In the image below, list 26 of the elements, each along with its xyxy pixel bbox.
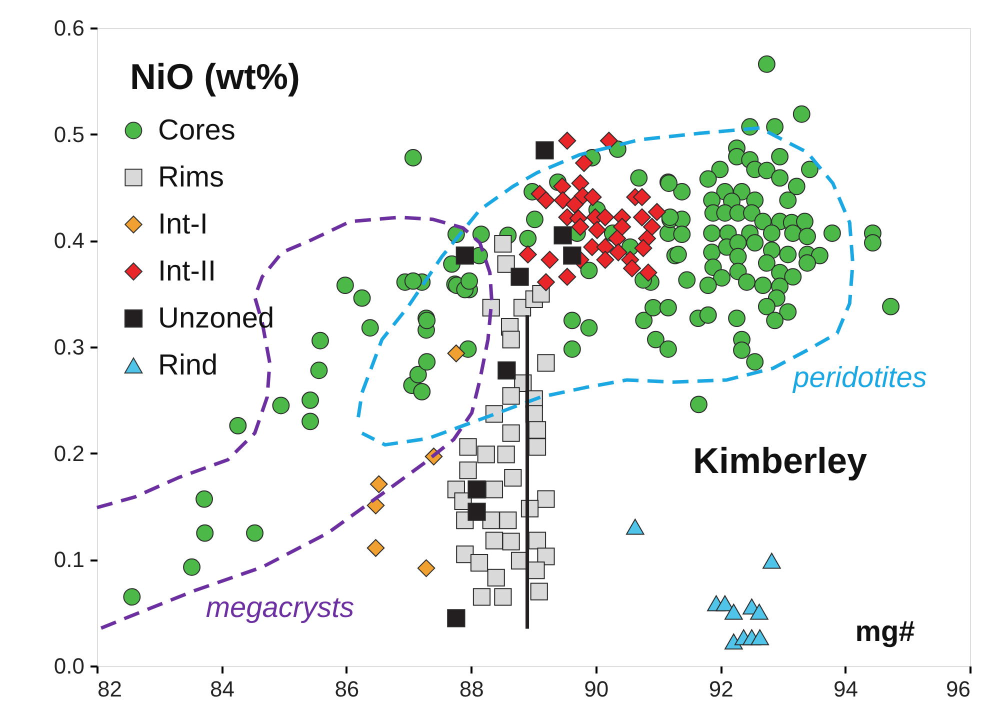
- annotation: Kimberley: [692, 440, 868, 481]
- legend-label: Rims: [158, 162, 224, 194]
- x-tick-label: 96: [946, 676, 970, 702]
- y-tick-label: 0.4: [54, 228, 84, 254]
- y-axis-title: NiO (wt%): [130, 56, 300, 97]
- x-tick-label: 82: [98, 676, 122, 702]
- x-tick-label: 88: [459, 676, 484, 702]
- y-tick-label: 0.6: [54, 16, 84, 40]
- x-tick-label: 84: [210, 676, 234, 702]
- x-tick-label: 92: [708, 676, 734, 702]
- legend-label: Int-II: [158, 256, 216, 288]
- series-label: megacrysts: [206, 592, 354, 624]
- y-tick-label: 0.2: [54, 440, 84, 466]
- y-tick-label: 0.5: [54, 122, 84, 147]
- y-tick-label: 0.3: [54, 334, 84, 360]
- x-tick-label: 86: [334, 676, 360, 702]
- legend-label: Int-I: [158, 208, 208, 240]
- y-tick-label: 0.1: [54, 547, 84, 572]
- x-tick-label: 94: [834, 676, 858, 702]
- y-tick-label: 0.0: [54, 654, 84, 678]
- series-label: peridotites: [792, 362, 927, 394]
- x-tick-label: 90: [584, 676, 609, 702]
- x-axis-title: mg#: [855, 616, 915, 648]
- legend-label: Unzoned: [158, 302, 274, 334]
- legend-label: Cores: [158, 114, 236, 146]
- legend-label: Rind: [158, 350, 218, 382]
